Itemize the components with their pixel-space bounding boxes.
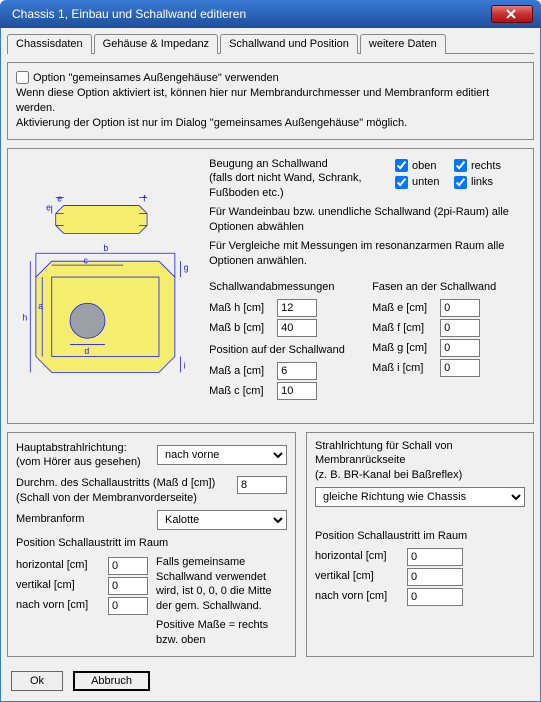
dims-title: Schallwandabmessungen [209, 280, 362, 295]
svg-text:e: e [57, 193, 62, 203]
back-postitle: Position Schallaustritt im Raum [315, 529, 525, 544]
b-input[interactable] [277, 319, 317, 337]
ok-button[interactable]: Ok [11, 671, 63, 691]
diagram-right-col: Beugung an Schallwand (falls dort nicht … [209, 155, 525, 415]
svg-text:d: d [84, 346, 89, 356]
diffr-help1: Für Wandeinbau bzw. unendliche Schallwan… [209, 205, 525, 235]
b-label: Maß b [cm] [209, 321, 277, 336]
svg-text:c: c [84, 255, 89, 265]
option-gemeinsame-label: Option "gemeinsames Außengehäuse" verwen… [33, 72, 279, 84]
svg-text:b: b [103, 242, 108, 252]
tab-bar: Chassisdaten Gehäuse & Impedanz Schallwa… [7, 34, 534, 54]
tab-weitere[interactable]: weitere Daten [360, 34, 446, 54]
close-button[interactable] [491, 5, 533, 23]
diffr-title: Beugung an Schallwand [209, 157, 395, 172]
tab-schallwand[interactable]: Schallwand und Position [220, 34, 358, 54]
diffr-oben-checkbox[interactable] [395, 159, 408, 172]
md-note2: Positive Maße = rechts bzw. oben [156, 618, 287, 648]
diam-label: Durchm. des Schallaustritts (Maß d [cm]) [16, 476, 237, 491]
button-row: Ok Abbruch [7, 667, 534, 695]
option-group: Option "gemeinsames Außengehäuse" verwen… [7, 62, 534, 140]
md-note1: Falls gemeinsame Schallwand verwendet wi… [156, 555, 287, 614]
bk-front-input[interactable] [407, 588, 463, 606]
pos-title: Position auf der Schallwand [209, 343, 362, 358]
window-titlebar: Chassis 1, Einbau und Schallwand editier… [0, 0, 541, 28]
main-dir-group: Hauptabstrahlrichtung: (vom Hörer aus ge… [7, 432, 296, 657]
svg-text:h: h [22, 312, 27, 322]
diffr-links-checkbox[interactable] [454, 176, 467, 189]
bk-front-label: nach vorn [cm] [315, 589, 407, 604]
svg-text:e: e [46, 202, 51, 212]
bk-vert-label: vertikal [cm] [315, 569, 407, 584]
md-vert-label: vertikal [cm] [16, 578, 108, 593]
md-horiz-input[interactable] [108, 557, 148, 575]
close-icon [506, 9, 518, 19]
md-front-input[interactable] [108, 597, 148, 615]
f-input[interactable] [440, 319, 480, 337]
option-help2: Aktivierung der Option ist nur im Dialog… [16, 116, 525, 131]
g-label: Maß g [cm] [372, 341, 440, 356]
g-input[interactable] [440, 339, 480, 357]
diffr-oben-label: oben [412, 159, 454, 174]
md-vert-input[interactable] [108, 577, 148, 595]
diffr-rechts-label: rechts [471, 159, 501, 174]
c-label: Maß c [cm] [209, 384, 277, 399]
e-label: Maß e [cm] [372, 301, 440, 316]
baffle-diagram: e e f b c h [16, 155, 197, 415]
back-dir-group: Strahlrichtung für Schall von Membranrüc… [306, 432, 534, 657]
form-select[interactable]: Kalotte [157, 510, 287, 530]
diagram-group: e e f b c h [7, 148, 534, 424]
f-label: Maß f [cm] [372, 321, 440, 336]
diffr-help2: Für Vergleiche mit Messungen im resonanz… [209, 239, 525, 269]
bk-vert-input[interactable] [407, 568, 463, 586]
maindir-label: Hauptabstrahlrichtung: [16, 441, 157, 456]
i-input[interactable] [440, 359, 480, 377]
svg-text:a: a [38, 300, 43, 310]
back-title2: (z. B. BR-Kanal bei Baßreflex) [315, 468, 525, 483]
bk-horiz-input[interactable] [407, 548, 463, 566]
diffr-unten-label: unten [412, 175, 454, 190]
window-title: Chassis 1, Einbau und Schallwand editier… [12, 7, 246, 21]
e-input[interactable] [440, 299, 480, 317]
back-select[interactable]: gleiche Richtung wie Chassis [315, 487, 525, 507]
a-input[interactable] [277, 362, 317, 380]
svg-text:i: i [184, 360, 186, 370]
md-front-label: nach vorn [cm] [16, 598, 108, 613]
h-label: Maß h [cm] [209, 301, 277, 316]
tab-gehaeuse[interactable]: Gehäuse & Impedanz [94, 34, 218, 54]
diffr-unten-checkbox[interactable] [395, 176, 408, 189]
diam-input[interactable] [237, 476, 287, 494]
diam-sub: (Schall von der Membranvorderseite) [16, 491, 237, 506]
bk-horiz-label: horizontal [cm] [315, 549, 407, 564]
diffr-links-label: links [471, 175, 493, 190]
option-help1: Wenn diese Option aktiviert ist, können … [16, 86, 525, 116]
a-label: Maß a [cm] [209, 364, 277, 379]
h-input[interactable] [277, 299, 317, 317]
option-gemeinsame-checkbox[interactable] [16, 71, 29, 84]
cancel-button[interactable]: Abbruch [73, 671, 150, 691]
md-horiz-label: horizontal [cm] [16, 558, 108, 573]
diffr-rechts-checkbox[interactable] [454, 159, 467, 172]
maindir-select[interactable]: nach vorne [157, 445, 287, 465]
maindir-postitle: Position Schallaustritt im Raum [16, 536, 287, 551]
back-title1: Strahlrichtung für Schall von Membranrüc… [315, 439, 525, 469]
svg-text:g: g [184, 262, 189, 272]
bevel-title: Fasen an der Schallwand [372, 280, 525, 295]
form-label: Membranform [16, 512, 157, 527]
c-input[interactable] [277, 382, 317, 400]
svg-text:f: f [143, 193, 146, 203]
maindir-sub: (vom Hörer aus gesehen) [16, 455, 157, 470]
i-label: Maß i [cm] [372, 361, 440, 376]
diffr-sub: (falls dort nicht Wand, Schrank, Fußbode… [209, 171, 395, 201]
tab-chassisdaten[interactable]: Chassisdaten [7, 34, 92, 54]
